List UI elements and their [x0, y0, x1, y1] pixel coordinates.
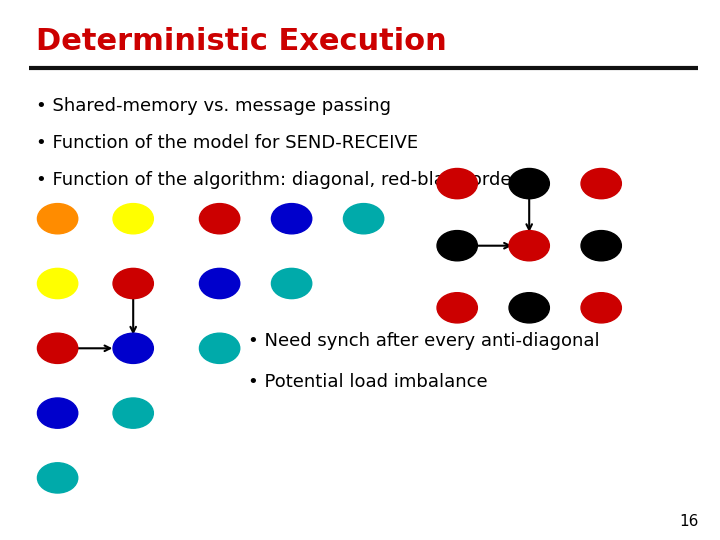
Text: • Potential load imbalance: • Potential load imbalance [248, 373, 488, 390]
Text: Deterministic Execution: Deterministic Execution [36, 27, 446, 56]
Text: 16: 16 [679, 514, 698, 529]
Circle shape [37, 268, 78, 299]
Circle shape [437, 168, 477, 199]
Circle shape [437, 293, 477, 323]
Circle shape [37, 333, 78, 363]
Circle shape [581, 168, 621, 199]
Circle shape [37, 463, 78, 493]
Circle shape [581, 293, 621, 323]
Circle shape [509, 231, 549, 261]
Circle shape [113, 398, 153, 428]
Circle shape [199, 268, 240, 299]
Circle shape [37, 204, 78, 234]
Text: • Function of the model for SEND-RECEIVE: • Function of the model for SEND-RECEIVE [36, 134, 418, 152]
Text: • Function of the algorithm: diagonal, red-black ordering: • Function of the algorithm: diagonal, r… [36, 171, 547, 188]
Circle shape [113, 268, 153, 299]
Circle shape [199, 333, 240, 363]
Text: • Shared-memory vs. message passing: • Shared-memory vs. message passing [36, 97, 391, 115]
Text: • Need synch after every anti-diagonal: • Need synch after every anti-diagonal [248, 332, 600, 350]
Circle shape [509, 168, 549, 199]
Circle shape [271, 268, 312, 299]
Circle shape [37, 398, 78, 428]
Circle shape [271, 204, 312, 234]
Circle shape [113, 333, 153, 363]
Circle shape [437, 231, 477, 261]
Circle shape [581, 231, 621, 261]
Circle shape [509, 293, 549, 323]
Circle shape [343, 204, 384, 234]
Circle shape [199, 204, 240, 234]
Circle shape [113, 204, 153, 234]
